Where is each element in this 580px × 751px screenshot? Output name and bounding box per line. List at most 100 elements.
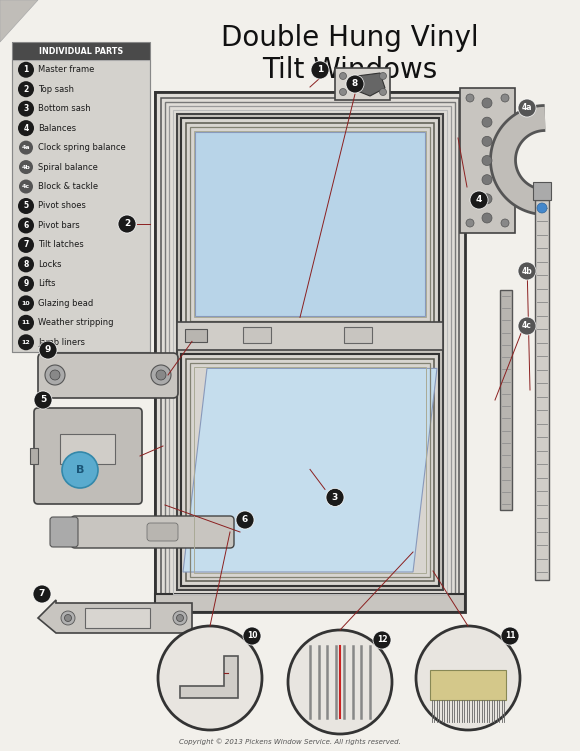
Bar: [460, 88, 515, 233]
Circle shape: [339, 73, 346, 80]
Bar: [155, 92, 465, 612]
Polygon shape: [0, 0, 38, 42]
Text: 4b: 4b: [521, 267, 532, 276]
Bar: [30, 448, 38, 464]
Circle shape: [373, 631, 391, 649]
Circle shape: [19, 160, 33, 174]
Bar: [12, 42, 150, 60]
Bar: [190, 127, 430, 321]
Text: 8: 8: [352, 80, 358, 89]
Text: Balances: Balances: [38, 124, 76, 133]
Circle shape: [19, 140, 33, 155]
Circle shape: [61, 611, 75, 625]
Text: 10: 10: [246, 632, 258, 641]
Bar: [335, 68, 390, 100]
Circle shape: [39, 341, 57, 359]
Circle shape: [18, 218, 34, 234]
Circle shape: [501, 94, 509, 102]
Text: Glazing bead: Glazing bead: [38, 299, 93, 308]
Bar: [194, 131, 426, 318]
Text: 7: 7: [23, 240, 28, 249]
Circle shape: [18, 101, 34, 116]
Bar: [161, 98, 459, 606]
Bar: [181, 354, 439, 586]
Circle shape: [18, 334, 34, 350]
Circle shape: [18, 315, 34, 330]
Circle shape: [288, 630, 392, 734]
Text: 9: 9: [45, 345, 51, 354]
Polygon shape: [180, 656, 238, 698]
Text: Lifts: Lifts: [38, 279, 56, 288]
Text: 4a: 4a: [22, 145, 30, 150]
Text: Clock spring balance: Clock spring balance: [38, 143, 126, 152]
Circle shape: [18, 62, 34, 78]
Bar: [186, 360, 434, 581]
Circle shape: [18, 276, 34, 292]
Bar: [185, 330, 207, 342]
Text: Tilt Windows: Tilt Windows: [262, 56, 438, 84]
Bar: [165, 102, 455, 602]
Circle shape: [482, 98, 492, 108]
Circle shape: [50, 370, 60, 380]
Bar: [169, 106, 451, 598]
Circle shape: [311, 61, 329, 79]
Bar: [85, 608, 150, 628]
FancyBboxPatch shape: [38, 353, 178, 398]
Bar: [181, 354, 439, 586]
Text: 5: 5: [23, 201, 28, 210]
Circle shape: [416, 626, 520, 730]
Text: 4b: 4b: [21, 164, 30, 170]
Text: Double Hung Vinyl: Double Hung Vinyl: [221, 24, 479, 52]
Circle shape: [173, 611, 187, 625]
Text: INDIVIDUAL PARTS: INDIVIDUAL PARTS: [39, 47, 123, 56]
Text: Block & tackle: Block & tackle: [38, 182, 98, 191]
Text: 2: 2: [124, 219, 130, 228]
Circle shape: [243, 627, 261, 645]
Text: 11: 11: [505, 632, 515, 641]
Text: Copyright © 2013 Pickens Window Service. All rights reserved.: Copyright © 2013 Pickens Window Service.…: [179, 739, 401, 745]
Text: 10: 10: [21, 301, 30, 306]
FancyBboxPatch shape: [147, 523, 178, 541]
Text: Master frame: Master frame: [38, 65, 95, 74]
Circle shape: [518, 99, 536, 117]
Text: 7: 7: [39, 590, 45, 599]
Circle shape: [18, 237, 34, 253]
Circle shape: [482, 175, 492, 185]
Text: Jamb liners: Jamb liners: [38, 338, 85, 347]
Bar: [500, 290, 512, 510]
Circle shape: [518, 262, 536, 280]
Circle shape: [346, 75, 364, 93]
FancyBboxPatch shape: [50, 517, 78, 547]
Circle shape: [158, 626, 262, 730]
Text: 4c: 4c: [522, 321, 532, 330]
Circle shape: [34, 391, 52, 409]
Bar: [12, 60, 150, 352]
Bar: [344, 327, 372, 343]
Circle shape: [501, 627, 519, 645]
Text: 9: 9: [23, 279, 28, 288]
FancyBboxPatch shape: [34, 408, 142, 504]
Bar: [194, 367, 426, 573]
Circle shape: [379, 73, 386, 80]
Polygon shape: [355, 73, 385, 96]
Text: 3: 3: [23, 104, 28, 113]
Text: 3: 3: [332, 493, 338, 502]
Circle shape: [118, 215, 136, 233]
Bar: [243, 327, 271, 343]
Polygon shape: [183, 369, 437, 572]
Bar: [190, 363, 430, 577]
Bar: [155, 92, 465, 612]
Text: 4a: 4a: [522, 104, 532, 113]
Circle shape: [501, 219, 509, 227]
Circle shape: [33, 585, 51, 603]
Bar: [533, 182, 551, 200]
Text: 6: 6: [242, 515, 248, 524]
Bar: [195, 132, 425, 316]
Circle shape: [151, 365, 171, 385]
Text: 2: 2: [23, 85, 28, 94]
Bar: [430, 670, 506, 700]
Text: 4c: 4c: [22, 184, 30, 189]
Bar: [60, 434, 115, 464]
Text: Tilt latches: Tilt latches: [38, 240, 84, 249]
Text: Top sash: Top sash: [38, 85, 74, 94]
